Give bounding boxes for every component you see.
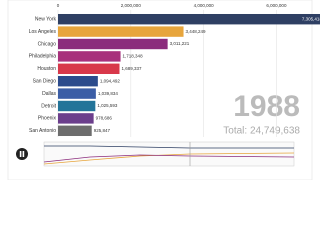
timeline xyxy=(43,141,295,167)
x-tick-label: 0 xyxy=(57,3,60,8)
x-tick-label: 2,000,000 xyxy=(121,3,142,8)
category-label: Chicago xyxy=(38,41,57,47)
timeline-line xyxy=(44,145,294,149)
pause-bar[interactable] xyxy=(22,151,25,157)
year-label: 1988 xyxy=(233,90,300,123)
value-label: 1,094,492 xyxy=(100,78,121,83)
timeline-line xyxy=(43,152,295,165)
category-label: Phoenix xyxy=(38,116,57,122)
pause-bar[interactable] xyxy=(19,151,22,157)
category-label: New York xyxy=(35,17,57,23)
bar xyxy=(58,26,184,37)
value-label: 925,847 xyxy=(94,128,111,133)
total-label: Total: 24,749,638 xyxy=(223,126,300,137)
pause-button[interactable] xyxy=(16,148,28,160)
bar xyxy=(58,75,98,87)
bar xyxy=(58,88,96,99)
chart: 1988 Total: 24,749,638 0 2,000,000 4,000,0… xyxy=(7,0,320,181)
category-label: San Diego xyxy=(33,79,57,85)
category-label: Los Angeles xyxy=(29,29,57,35)
bar xyxy=(58,100,96,112)
pause-circle[interactable] xyxy=(16,148,28,160)
value-label: 1,025,593 xyxy=(97,103,118,108)
bar xyxy=(58,125,92,137)
category-label: San Antonio xyxy=(29,128,56,134)
value-label: 7,305,418 xyxy=(302,16,320,21)
category-label: Philadelphia xyxy=(29,54,56,60)
bar xyxy=(58,63,120,75)
value-label: 1,039,834 xyxy=(98,91,119,96)
category-label: Houston xyxy=(37,66,56,72)
bar xyxy=(58,38,168,50)
x-tick-label: 6,000,000 xyxy=(266,3,287,8)
value-label: 3,448,249 xyxy=(186,29,207,34)
value-label: 978,686 xyxy=(96,116,113,121)
bar xyxy=(58,51,121,62)
value-label: 3,011,221 xyxy=(170,41,190,46)
timeline-line xyxy=(43,154,295,163)
x-tick-label: 4,000,000 xyxy=(194,3,215,8)
value-label: 1,689,337 xyxy=(122,66,143,71)
category-label: Detroit xyxy=(41,103,56,109)
bar xyxy=(58,13,320,25)
bar xyxy=(58,113,94,124)
category-label: Dallas xyxy=(42,91,56,97)
value-label: 1,718,348 xyxy=(123,54,144,59)
